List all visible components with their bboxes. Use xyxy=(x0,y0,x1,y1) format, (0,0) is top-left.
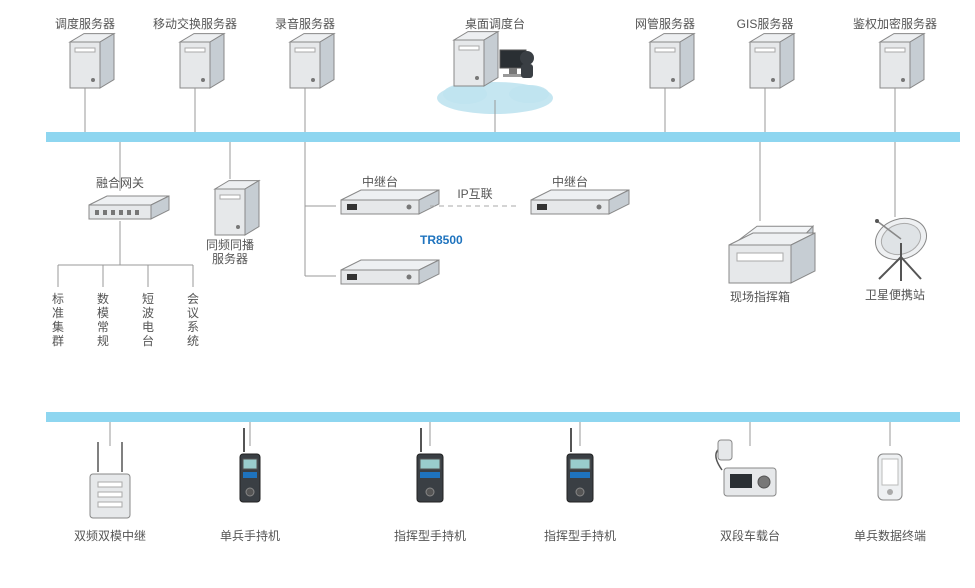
svg-text:系: 系 xyxy=(187,320,199,334)
svg-text:双频双模中继: 双频双模中继 xyxy=(74,528,146,543)
svg-text:同频同播: 同频同播 xyxy=(206,238,254,252)
svg-text:波: 波 xyxy=(142,306,154,320)
svg-text:常: 常 xyxy=(97,320,109,334)
svg-text:会: 会 xyxy=(187,292,199,306)
svg-text:调度服务器: 调度服务器 xyxy=(55,16,115,31)
svg-text:GIS服务器: GIS服务器 xyxy=(737,16,794,31)
svg-text:融合网关: 融合网关 xyxy=(96,175,144,190)
svg-text:议: 议 xyxy=(187,306,199,320)
svg-text:单兵数据终端: 单兵数据终端 xyxy=(854,528,926,543)
svg-text:数: 数 xyxy=(97,291,109,306)
svg-text:TR8500: TR8500 xyxy=(420,233,463,247)
svg-text:录音服务器: 录音服务器 xyxy=(275,16,335,31)
svg-text:中继台: 中继台 xyxy=(552,174,588,189)
svg-text:单兵手持机: 单兵手持机 xyxy=(220,528,280,543)
svg-text:群: 群 xyxy=(52,334,64,348)
svg-text:服务器: 服务器 xyxy=(212,251,248,266)
svg-text:现场指挥箱: 现场指挥箱 xyxy=(730,289,790,304)
svg-text:模: 模 xyxy=(97,306,109,320)
svg-text:准: 准 xyxy=(52,306,64,320)
svg-text:规: 规 xyxy=(97,333,109,348)
svg-text:中继台: 中继台 xyxy=(362,174,398,189)
svg-text:电: 电 xyxy=(142,320,154,334)
svg-text:IP互联: IP互联 xyxy=(457,187,492,201)
svg-text:短: 短 xyxy=(142,292,154,306)
svg-text:台: 台 xyxy=(142,333,154,348)
svg-text:桌面调度台: 桌面调度台 xyxy=(465,16,525,31)
svg-text:统: 统 xyxy=(187,334,199,348)
svg-text:双段车载台: 双段车载台 xyxy=(720,528,780,543)
svg-text:集: 集 xyxy=(52,319,64,334)
svg-text:指挥型手持机: 指挥型手持机 xyxy=(394,528,466,543)
svg-text:移动交换服务器: 移动交换服务器 xyxy=(153,16,237,31)
svg-text:网管服务器: 网管服务器 xyxy=(635,16,695,31)
svg-text:卫星便携站: 卫星便携站 xyxy=(865,287,925,302)
svg-text:鉴权加密服务器: 鉴权加密服务器 xyxy=(853,16,937,31)
svg-text:标: 标 xyxy=(52,292,64,306)
svg-text:指挥型手持机: 指挥型手持机 xyxy=(544,528,616,543)
